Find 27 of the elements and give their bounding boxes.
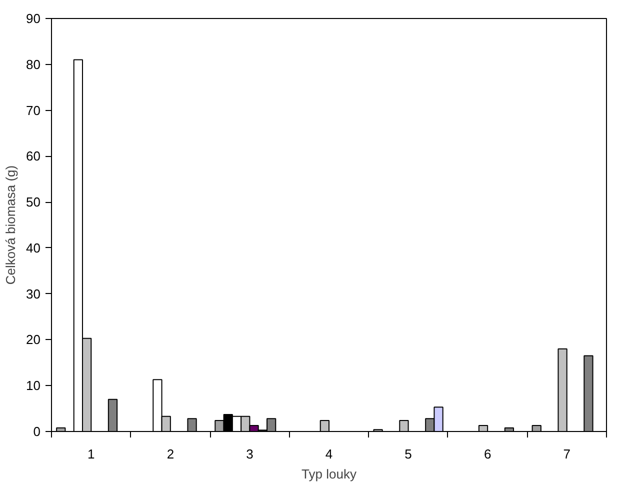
x-tick-label: 4 <box>325 446 333 462</box>
bar <box>399 420 409 432</box>
x-tick-label: 3 <box>246 446 254 462</box>
y-tick-label: 20 <box>26 332 41 348</box>
bar <box>532 425 542 432</box>
y-tick-label: 60 <box>26 148 41 164</box>
bar <box>108 398 118 432</box>
bar <box>558 348 568 432</box>
x-tick-label: 5 <box>404 446 412 462</box>
y-tick-label: 40 <box>26 240 41 256</box>
y-tick-label: 70 <box>26 102 41 118</box>
y-tick-label: 90 <box>26 11 41 26</box>
bar <box>187 418 197 432</box>
y-tick-label: 50 <box>26 194 41 210</box>
x-tick-label: 2 <box>166 446 174 462</box>
x-tick-label: 7 <box>563 446 570 462</box>
bar <box>320 420 330 432</box>
x-tick-label: 1 <box>88 446 95 462</box>
y-tick-label: 80 <box>26 56 41 72</box>
y-tick-label: 10 <box>26 378 41 394</box>
x-tick-label: 6 <box>484 446 492 462</box>
bar <box>478 425 488 432</box>
x-axis-title: Typ louky <box>302 466 357 482</box>
y-axis-title: Celková biomasa (g) <box>3 165 18 285</box>
y-tick-label: 30 <box>26 286 41 302</box>
bar <box>584 355 594 432</box>
y-tick-label: 0 <box>33 424 41 439</box>
